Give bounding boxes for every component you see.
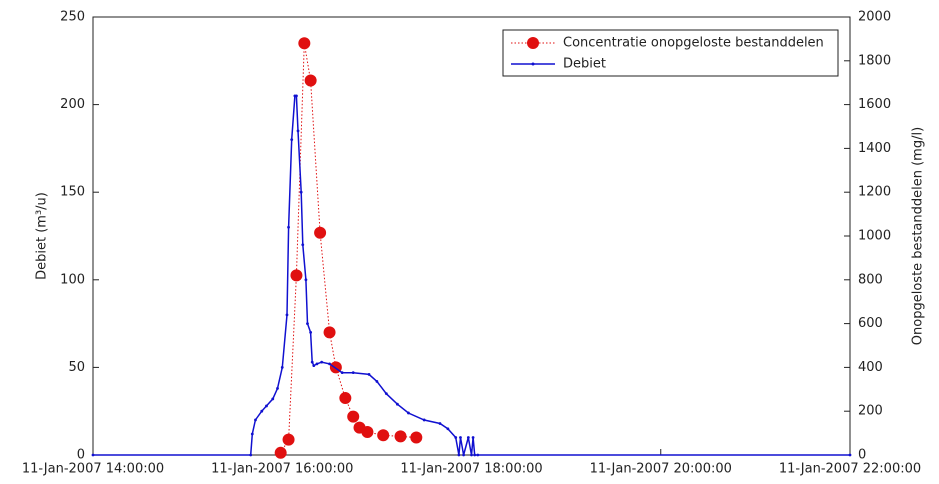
concentration-marker (304, 74, 317, 87)
debiet-marker (290, 138, 294, 142)
legend-box (502, 29, 839, 77)
legend-marker (527, 37, 539, 49)
debiet-marker (459, 436, 462, 439)
concentration-marker (298, 37, 311, 50)
debiet-marker (457, 453, 461, 457)
y-axis-label: Debiet (m³/u) (35, 192, 50, 280)
debiet-marker (320, 360, 324, 364)
y2-axis-label: Onopgeloste bestanddelen (mg/l) (911, 127, 926, 345)
concentration-marker (347, 410, 360, 423)
y-tick-label: 50 (68, 360, 85, 375)
debiet-marker (296, 129, 300, 133)
concentration-marker (274, 446, 287, 459)
debiet-marker (395, 402, 399, 406)
debiet-marker (301, 243, 305, 247)
legend-marker (531, 62, 535, 66)
debiet-marker (367, 373, 371, 376)
plot-frame (92, 16, 851, 456)
debiet-marker (340, 371, 344, 375)
debiet-marker (471, 436, 475, 439)
debiet-marker (375, 380, 379, 383)
debiet-marker (299, 190, 303, 194)
debiet-marker (265, 404, 268, 408)
debiet-marker (304, 278, 308, 282)
x-tick-label: 11-Jan-2007 16:00:00 (211, 462, 353, 477)
concentration-marker (377, 429, 390, 442)
y2-tick-label: 200 (858, 404, 883, 419)
debiet-marker (250, 432, 254, 436)
debiet-marker (473, 453, 477, 457)
debiet-marker (287, 225, 290, 229)
legend-label: Debiet (563, 57, 606, 72)
legend-label: Concentratie onopgeloste bestanddelen (563, 36, 824, 51)
y2-tick-label: 2000 (858, 10, 891, 25)
concentration-marker (410, 431, 423, 444)
debiet-marker (384, 392, 388, 396)
debiet-marker (309, 330, 313, 334)
debiet-marker (310, 360, 314, 364)
debiet-marker (91, 453, 95, 457)
debiet-marker (260, 409, 264, 413)
concentration-marker (361, 426, 374, 439)
y-tick-label: 100 (60, 272, 85, 287)
concentration-marker (290, 269, 303, 282)
debiet-marker (328, 362, 331, 366)
concentration-marker (323, 326, 336, 339)
debiet-marker (476, 453, 480, 457)
debiet-marker (306, 322, 309, 325)
debiet-marker (276, 387, 279, 390)
debiet-marker (454, 436, 458, 439)
y2-tick-label: 1000 (858, 229, 891, 244)
debiet-marker (249, 453, 253, 457)
y2-tick-label: 1800 (858, 53, 891, 68)
debiet-marker (466, 436, 470, 439)
y2-tick-label: 400 (858, 360, 883, 375)
concentration-marker (339, 392, 352, 405)
debiet-marker (280, 366, 284, 369)
concentration-marker (314, 226, 327, 239)
debiet-marker (848, 453, 852, 457)
debiet-marker (407, 411, 410, 415)
y2-tick-label: 600 (858, 316, 883, 331)
y-tick-label: 150 (60, 185, 85, 200)
y-tick-label: 250 (60, 10, 85, 25)
y-tick-label: 200 (60, 97, 85, 112)
debiet-marker (446, 427, 450, 431)
debiet-marker (470, 453, 473, 457)
debiet-marker (312, 364, 316, 368)
y2-tick-label: 1400 (858, 141, 891, 156)
debiet-marker (285, 313, 289, 317)
y2-tick-label: 1200 (858, 185, 891, 200)
x-tick-label: 11-Jan-2007 14:00:00 (22, 462, 164, 477)
debiet-marker (351, 371, 355, 375)
debiet-marker (315, 362, 319, 366)
y2-tick-label: 0 (858, 448, 866, 463)
y2-tick-label: 800 (858, 272, 883, 287)
concentration-marker (394, 430, 407, 443)
debiet-marker (254, 418, 257, 422)
x-tick-label: 11-Jan-2007 20:00:00 (590, 462, 732, 477)
x-tick-label: 11-Jan-2007 22:00:00 (779, 462, 921, 477)
debiet-marker (422, 418, 426, 422)
debiet-marker (438, 422, 442, 425)
debiet-marker (271, 397, 275, 401)
y-tick-label: 0 (77, 448, 85, 463)
x-tick-label: 11-Jan-2007 18:00:00 (400, 462, 542, 477)
concentration-marker (282, 433, 295, 446)
debiet-marker (462, 453, 466, 457)
debiet-marker (295, 94, 298, 98)
y2-tick-label: 1600 (858, 97, 891, 112)
